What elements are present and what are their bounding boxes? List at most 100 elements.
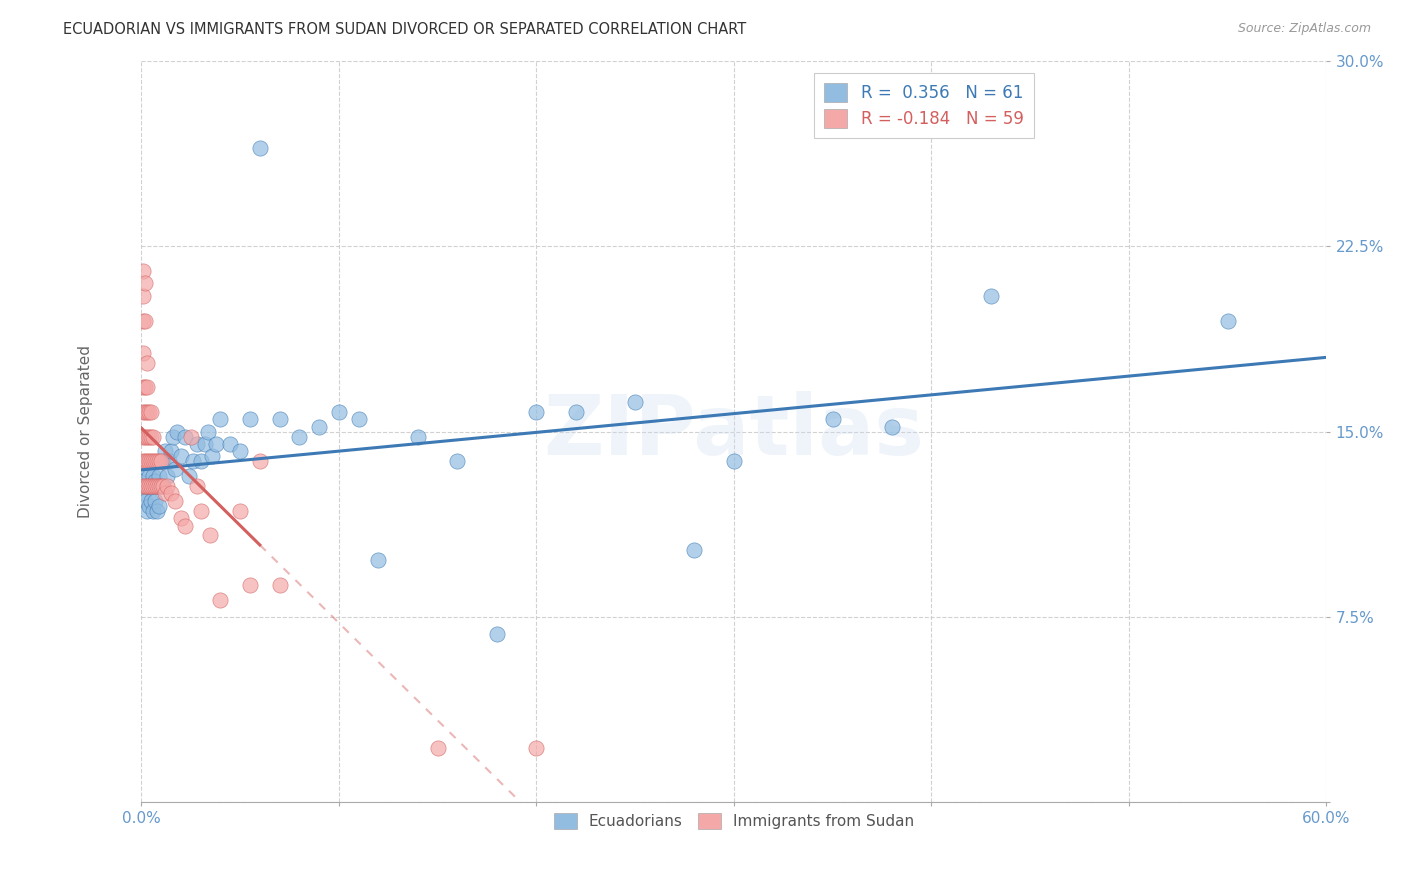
Point <box>136 380 159 394</box>
Point <box>565 405 588 419</box>
Point <box>132 454 155 468</box>
Point <box>134 479 156 493</box>
Point <box>136 430 159 444</box>
Point <box>239 412 262 426</box>
Point <box>163 462 186 476</box>
Point <box>269 412 291 426</box>
Point <box>205 437 228 451</box>
Point <box>201 450 224 464</box>
Point <box>138 454 160 468</box>
Point <box>142 469 165 483</box>
Point <box>200 528 222 542</box>
Point <box>239 578 262 592</box>
Point <box>219 437 242 451</box>
Point <box>132 430 155 444</box>
Point <box>150 479 173 493</box>
Point <box>146 504 169 518</box>
Point <box>152 454 174 468</box>
Point <box>170 511 193 525</box>
Point <box>156 479 179 493</box>
Point <box>624 395 647 409</box>
Point <box>136 479 159 493</box>
Point <box>367 553 389 567</box>
Point <box>136 454 159 468</box>
Point <box>821 412 844 426</box>
Point <box>138 479 160 493</box>
Point <box>132 313 155 327</box>
Text: ZIPatlas: ZIPatlas <box>543 392 924 472</box>
Point <box>136 479 159 493</box>
Point <box>186 479 208 493</box>
Point <box>150 454 173 468</box>
Point <box>181 454 204 468</box>
Point <box>142 454 165 468</box>
Point <box>190 504 212 518</box>
Point <box>143 479 166 493</box>
Point <box>153 444 176 458</box>
Point <box>136 405 159 419</box>
Point <box>446 454 468 468</box>
Point <box>132 474 155 488</box>
Point <box>173 518 195 533</box>
Point <box>134 494 156 508</box>
Point <box>288 430 311 444</box>
Point <box>132 264 155 278</box>
Point <box>308 419 330 434</box>
Point <box>426 740 449 755</box>
Point <box>148 499 170 513</box>
Point <box>136 504 159 518</box>
Point <box>1216 313 1239 327</box>
Point <box>170 450 193 464</box>
Point <box>143 474 166 488</box>
Point <box>166 425 188 439</box>
Point <box>249 454 271 468</box>
Point <box>269 578 291 592</box>
Point <box>132 479 155 493</box>
Point <box>143 494 166 508</box>
Point <box>148 479 170 493</box>
Text: Source: ZipAtlas.com: Source: ZipAtlas.com <box>1237 22 1371 36</box>
Point <box>142 430 165 444</box>
Point <box>138 405 160 419</box>
Point <box>141 405 163 419</box>
Point <box>209 592 232 607</box>
Point <box>134 479 156 493</box>
Point <box>173 430 195 444</box>
Point <box>141 479 163 493</box>
Point <box>186 437 208 451</box>
Point <box>980 289 1002 303</box>
Point <box>134 454 156 468</box>
Point <box>134 380 156 394</box>
Point <box>136 355 159 369</box>
Point <box>229 444 252 458</box>
Legend: Ecuadorians, Immigrants from Sudan: Ecuadorians, Immigrants from Sudan <box>547 806 921 836</box>
Point <box>163 494 186 508</box>
Point <box>209 412 232 426</box>
Point <box>190 454 212 468</box>
Point <box>134 277 156 291</box>
Point <box>162 430 184 444</box>
Point <box>132 380 155 394</box>
Point <box>177 469 200 483</box>
Point <box>132 405 155 419</box>
Point <box>229 504 252 518</box>
Point <box>723 454 745 468</box>
Point <box>160 486 183 500</box>
Point <box>138 499 160 513</box>
Point <box>138 430 160 444</box>
Point <box>153 486 176 500</box>
Point <box>150 479 173 493</box>
Point <box>249 140 271 154</box>
Point <box>148 454 170 468</box>
Point <box>142 479 165 493</box>
Point <box>146 479 169 493</box>
Point <box>524 740 547 755</box>
Point <box>148 469 170 483</box>
Point <box>132 345 155 359</box>
Point <box>132 289 155 303</box>
Point <box>134 405 156 419</box>
Point <box>347 412 370 426</box>
Point <box>141 430 163 444</box>
Point <box>146 479 169 493</box>
Point <box>141 454 163 468</box>
